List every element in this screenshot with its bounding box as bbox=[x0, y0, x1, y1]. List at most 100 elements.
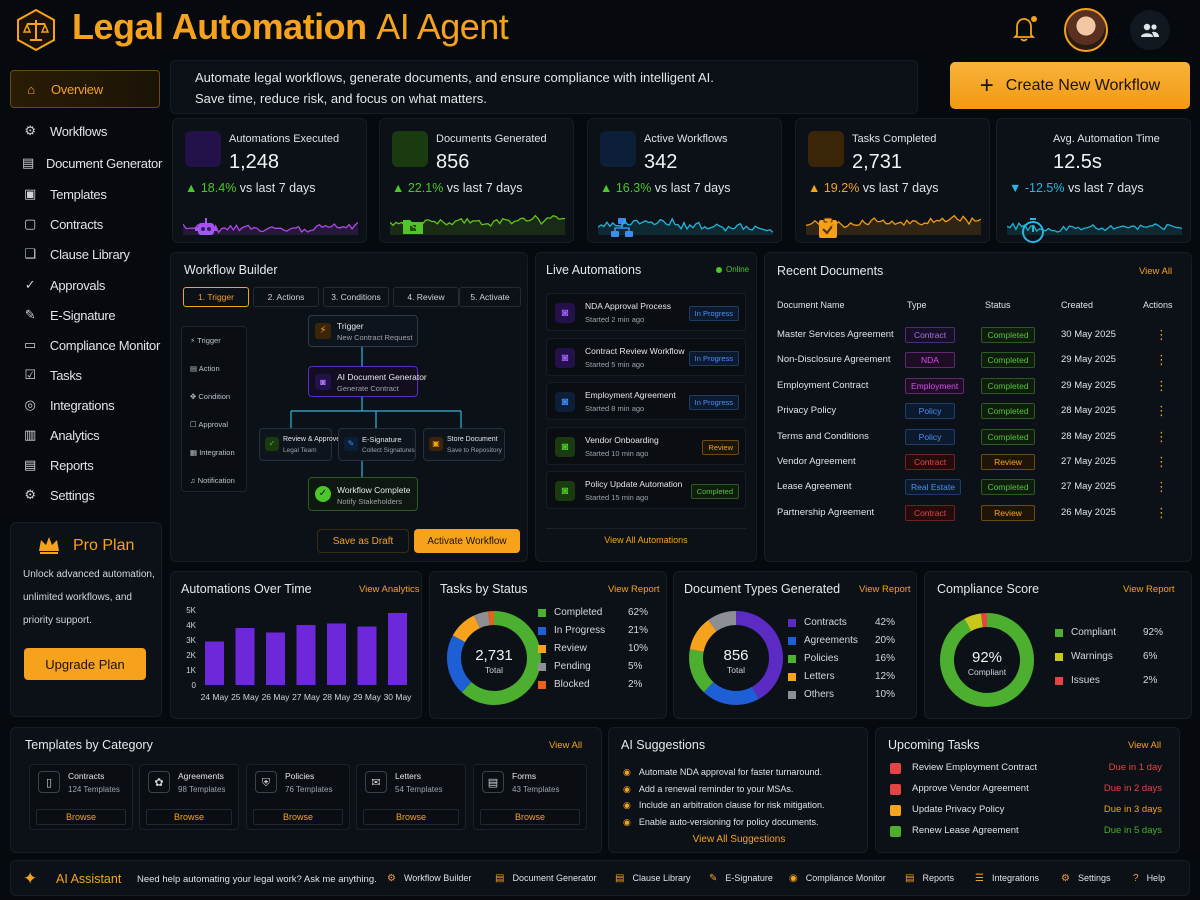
sidebar-item-reports[interactable]: ▤ Reports bbox=[10, 451, 160, 479]
view-all-documents-link[interactable]: View All bbox=[1139, 266, 1173, 277]
browse-button[interactable]: Browse bbox=[146, 809, 232, 825]
template-category-card[interactable]: ⛨ Policies 76 Templates Browse bbox=[246, 764, 350, 830]
template-category-card[interactable]: ✿ Agreements 98 Templates Browse bbox=[139, 764, 239, 830]
tasks-icon: ☑ bbox=[24, 367, 36, 382]
sidebar-item-tasks[interactable]: ☑ Tasks bbox=[10, 361, 160, 389]
table-row[interactable]: Terms and Conditions Policy Completed 28 Ma… bbox=[765, 428, 1193, 449]
more-actions-icon[interactable]: ⋮ bbox=[1155, 454, 1168, 469]
activate-workflow-button[interactable]: Activate Workflow bbox=[414, 529, 520, 553]
step-tab-review[interactable]: 4. Review bbox=[393, 287, 459, 307]
template-category-card[interactable]: ▤ Forms 43 Templates Browse bbox=[473, 764, 587, 830]
view-all-templates-link[interactable]: View All bbox=[549, 740, 583, 751]
palette-condition[interactable]: ✥ Condition bbox=[190, 392, 230, 401]
more-actions-icon[interactable]: ⋮ bbox=[1155, 403, 1168, 419]
sidebar-item-document-generator[interactable]: ▤ Document Generator bbox=[10, 149, 162, 177]
automation-item[interactable]: ◙ Contract Review Workflow Started 5 min a… bbox=[546, 337, 746, 376]
sidebar-item-approvals[interactable]: ✓ Approvals bbox=[10, 271, 160, 299]
quick-link[interactable]: ▤ Clause Library bbox=[615, 873, 690, 884]
step-tab-activate[interactable]: 5. Activate bbox=[459, 287, 521, 307]
palette-integration[interactable]: ▦ Integration bbox=[190, 448, 235, 457]
view-report-link[interactable]: View Report bbox=[608, 584, 660, 595]
step-tab-conditions[interactable]: 3. Conditions bbox=[323, 287, 389, 307]
sidebar-item-settings[interactable]: ⚙ Settings bbox=[10, 481, 160, 509]
more-actions-icon[interactable]: ⋮ bbox=[1155, 504, 1168, 520]
sidebar-item-e-signature[interactable]: ✎ E-Signature bbox=[10, 301, 160, 329]
task-item[interactable]: Update Privacy Policy Due in 3 days bbox=[890, 804, 1170, 820]
online-status: Online bbox=[726, 265, 750, 274]
sidebar-item-analytics[interactable]: ▥ Analytics bbox=[10, 421, 160, 449]
quick-link[interactable]: ✎ E-Signature bbox=[709, 873, 773, 884]
upgrade-plan-button[interactable]: Upgrade Plan bbox=[24, 648, 146, 680]
suggestion-item[interactable]: ◉ Add a renewal reminder to your MSAs. bbox=[623, 781, 863, 795]
browse-button[interactable]: Browse bbox=[480, 809, 580, 825]
quick-link[interactable]: ☰ Integrations bbox=[975, 873, 1039, 884]
quick-link[interactable]: ▤ Document Generator bbox=[495, 873, 597, 884]
more-actions-icon[interactable]: ⋮ bbox=[1155, 352, 1168, 368]
table-row[interactable]: Master Services Agreement Contract Complet… bbox=[765, 327, 1193, 347]
palette-trigger[interactable]: ⚡ Trigger bbox=[190, 336, 221, 345]
quick-link[interactable]: ▤ Reports bbox=[905, 873, 954, 884]
avatar[interactable] bbox=[1064, 8, 1108, 52]
automation-item[interactable]: ◙ Vendor Onboarding Started 10 min ago Revi… bbox=[546, 426, 746, 465]
users-icon[interactable] bbox=[1130, 10, 1170, 50]
task-item[interactable]: Renew Lease Agreement Due in 5 days bbox=[890, 825, 1170, 841]
task-item[interactable]: Approve Vendor Agreement Due in 2 days bbox=[890, 783, 1170, 799]
table-row[interactable]: Vendor Agreement Contract Review 27 May 202… bbox=[765, 454, 1193, 474]
more-actions-icon[interactable]: ⋮ bbox=[1155, 327, 1168, 342]
browse-button[interactable]: Browse bbox=[253, 809, 343, 825]
view-all-automations-link[interactable]: View All Automations bbox=[546, 528, 746, 550]
automation-item[interactable]: ◙ NDA Approval Process Started 2 min ago In… bbox=[546, 293, 746, 331]
view-analytics-link[interactable]: View Analytics bbox=[359, 584, 420, 595]
browse-button[interactable]: Browse bbox=[363, 809, 459, 825]
table-row[interactable]: Employment Contract Employment Completed 29… bbox=[765, 377, 1193, 398]
node-workflow-complete[interactable]: ✓ Workflow Complete Notify Stakeholders bbox=[308, 477, 418, 511]
suggestion-item[interactable]: ◉ Include an arbitration clause for risk … bbox=[623, 797, 863, 811]
node-ai-document-generator[interactable]: ◙ AI Document Generator Generate Contrac… bbox=[308, 366, 427, 397]
view-all-suggestions-link[interactable]: View All Suggestions bbox=[692, 833, 786, 845]
step-tab-actions[interactable]: 2. Actions bbox=[253, 287, 319, 307]
view-report-link[interactable]: View Report bbox=[1123, 584, 1175, 595]
node-review-approve[interactable]: ✓ Review & Approve Legal Team bbox=[259, 428, 340, 461]
palette-approval[interactable]: ☐ Approval bbox=[190, 420, 228, 429]
task-item[interactable]: Review Employment Contract Due in 1 day bbox=[890, 762, 1170, 778]
kpi-change-value: 16.3% bbox=[615, 181, 652, 195]
bell-icon[interactable] bbox=[1010, 14, 1038, 44]
node-trigger[interactable]: ⚡ Trigger New Contract Request bbox=[308, 315, 418, 347]
ai-assistant-prompt[interactable]: Need help automating your legal work? As… bbox=[137, 874, 377, 885]
quick-link[interactable]: ⚙ Settings bbox=[1061, 873, 1111, 884]
quick-link[interactable]: ◉ Compliance Monitor bbox=[789, 873, 886, 884]
automation-item[interactable]: ◙ Employment Agreement Started 8 min ago In… bbox=[546, 382, 746, 420]
quick-link[interactable]: ⚙ Workflow Builder bbox=[387, 873, 471, 884]
sidebar-item-integrations[interactable]: ◎ Integrations bbox=[10, 391, 160, 419]
palette-action[interactable]: ▤ Action bbox=[190, 364, 220, 373]
template-category-card[interactable]: ▯ Contracts 124 Templates Browse bbox=[29, 764, 133, 830]
table-row[interactable]: Partnership Agreement Contract Review 26 Ma… bbox=[765, 504, 1193, 525]
more-actions-icon[interactable]: ⋮ bbox=[1155, 479, 1168, 495]
sidebar-item-overview[interactable]: ⌂ Overview bbox=[10, 70, 160, 108]
suggestion-item[interactable]: ◉ Automate NDA approval for faster turnar… bbox=[623, 764, 863, 778]
palette-notification[interactable]: ♫ Notification bbox=[190, 476, 235, 485]
create-workflow-button[interactable]: + Create New Workflow bbox=[950, 62, 1190, 109]
table-row[interactable]: Privacy Policy Policy Completed 28 May 2025… bbox=[765, 403, 1193, 423]
view-report-link[interactable]: View Report bbox=[859, 584, 911, 595]
template-category-card[interactable]: ✉ Letters 54 Templates Browse bbox=[356, 764, 466, 830]
sidebar-item-workflows[interactable]: ⚙ Workflows bbox=[10, 117, 160, 145]
more-actions-icon[interactable]: ⋮ bbox=[1155, 377, 1168, 393]
sidebar-item-clause-library[interactable]: ❑ Clause Library bbox=[10, 240, 160, 268]
sidebar-item-compliance-monitor[interactable]: ▭ Compliance Monitor bbox=[10, 331, 160, 359]
table-row[interactable]: Non-Disclosure Agreement NDA Completed 29 M… bbox=[765, 352, 1193, 372]
node-subtitle: Save to Repository bbox=[447, 447, 502, 454]
more-actions-icon[interactable]: ⋮ bbox=[1155, 428, 1168, 444]
step-tab-trigger[interactable]: 1. Trigger bbox=[183, 287, 249, 307]
save-draft-button[interactable]: Save as Draft bbox=[317, 529, 409, 553]
sidebar-item-contracts[interactable]: ▢ Contracts bbox=[10, 210, 160, 238]
suggestion-item[interactable]: ◉ Enable auto-versioning for policy docum… bbox=[623, 814, 863, 828]
view-all-tasks-link[interactable]: View All bbox=[1128, 740, 1162, 751]
browse-button[interactable]: Browse bbox=[36, 809, 126, 825]
node-e-signature[interactable]: ✎ E-Signature Collect Signatures bbox=[338, 428, 416, 461]
sidebar-item-templates[interactable]: ▣ Templates bbox=[10, 180, 160, 208]
quick-link[interactable]: ? Help bbox=[1133, 873, 1165, 884]
node-store-document[interactable]: ▣ Store Document Save to Repository bbox=[423, 428, 505, 461]
table-row[interactable]: Lease Agreement Real Estate Completed 27 Ma… bbox=[765, 479, 1193, 499]
automation-item[interactable]: ◙ Policy Update Automation Started 15 min … bbox=[546, 471, 746, 509]
